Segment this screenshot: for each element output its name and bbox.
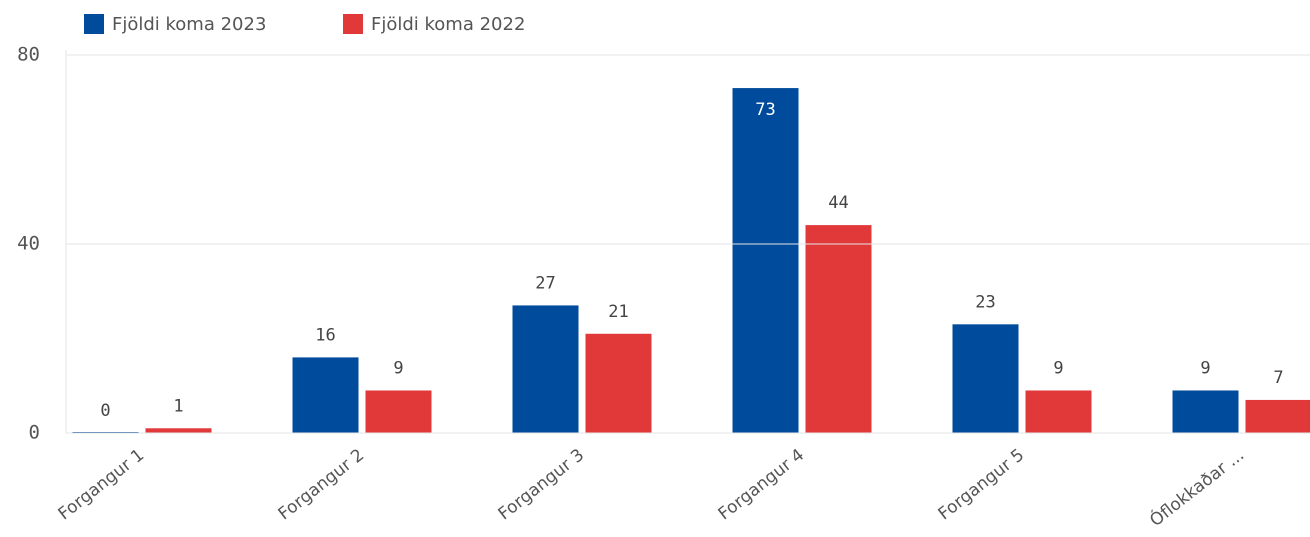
value-label: 73 [755, 100, 775, 120]
bar [1172, 390, 1239, 433]
bar [365, 390, 432, 433]
bar [732, 88, 799, 433]
value-label: 7 [1273, 368, 1283, 388]
x-tick-label: Forgangur 1 [55, 445, 149, 524]
bar [1025, 390, 1092, 433]
legend-label: Fjöldi koma 2023 [112, 14, 266, 35]
value-label: 21 [608, 302, 628, 322]
legend-swatch [343, 14, 363, 34]
bar [805, 225, 872, 433]
x-tick-label: Forgangur 5 [935, 445, 1029, 524]
y-tick-label: 0 [29, 422, 40, 444]
bar [585, 333, 652, 433]
value-label: 9 [393, 358, 403, 378]
plot: 0 1 16 9 27 21 73 44 23 9 9 7 [72, 88, 1310, 433]
y-tick-label: 40 [17, 233, 40, 255]
bar [292, 357, 359, 433]
legend-label: Fjöldi koma 2022 [371, 14, 525, 35]
value-label: 16 [315, 325, 335, 345]
value-label: 44 [828, 193, 848, 213]
value-label: 0 [100, 401, 110, 421]
bar [1245, 399, 1310, 433]
value-label: 27 [535, 273, 555, 293]
bar [145, 428, 212, 433]
y-tick-label: 80 [17, 44, 40, 66]
bar [512, 305, 579, 433]
value-label: 23 [975, 292, 995, 312]
value-label: 9 [1053, 358, 1063, 378]
x-tick-label: Óflokkaðar ... [1145, 444, 1248, 531]
x-tick-label: Forgangur 2 [275, 445, 369, 524]
x-tick-label: Forgangur 3 [495, 445, 589, 524]
value-label: 9 [1200, 358, 1210, 378]
x-tick-label: Forgangur 4 [715, 445, 809, 524]
value-label: 1 [173, 396, 183, 416]
legend-swatch [84, 14, 104, 34]
bar [952, 324, 1019, 433]
